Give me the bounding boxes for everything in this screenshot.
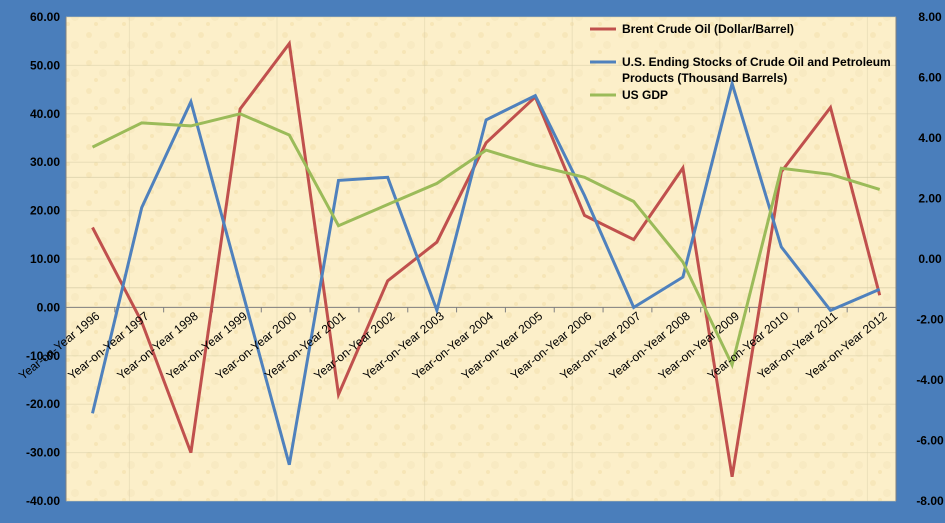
y-left-tick-label: 30.00 bbox=[30, 155, 60, 169]
legend-label-us-gdp: US GDP bbox=[622, 88, 668, 102]
y-left-tick-label: 50.00 bbox=[30, 58, 60, 72]
y-right-tick-label: 8.00 bbox=[918, 10, 942, 24]
y-left-tick-label: 20.00 bbox=[30, 204, 60, 218]
y-right-tick-label: -4.00 bbox=[916, 373, 944, 387]
y-right-tick-label: -2.00 bbox=[916, 313, 944, 327]
y-right-tick-label: 6.00 bbox=[918, 71, 942, 85]
series bbox=[91, 39, 882, 478]
series-line-us-gdp bbox=[91, 112, 881, 370]
legend-label-u-s-ending-stocks-of-crude-oil-and-petroleum-products-thousand-barrels: U.S. Ending Stocks of Crude Oil and Petr… bbox=[622, 55, 891, 69]
y-left-tick-label: -40.00 bbox=[26, 494, 60, 508]
grid bbox=[66, 16, 896, 502]
y-left-tick-label: 40.00 bbox=[30, 107, 60, 121]
y-left-tick-label: 10.00 bbox=[30, 252, 60, 266]
y-right-tick-label: 2.00 bbox=[918, 192, 942, 206]
y-right-tick-label: 0.00 bbox=[918, 252, 942, 266]
legend-label-brent-crude-oil-dollar-barrel: Brent Crude Oil (Dollar/Barrel) bbox=[622, 22, 794, 36]
axes bbox=[65, 17, 897, 501]
y-left-tick-label: -10.00 bbox=[26, 349, 60, 363]
y-right-tick-label: -6.00 bbox=[916, 434, 944, 448]
y-right-tick-label: -8.00 bbox=[916, 494, 944, 508]
series-line-u-s-ending-stocks-of-crude-oil-and-petroleum-products-thousand-barrels bbox=[91, 77, 881, 466]
y-left-tick-label: 0.00 bbox=[37, 300, 61, 314]
legend-label-u-s-ending-stocks-of-crude-oil-and-petroleum-products-thousand-barrels: Products (Thousand Barrels) bbox=[622, 71, 787, 85]
y-left-tick-label: -30.00 bbox=[26, 446, 60, 460]
legend: Brent Crude Oil (Dollar/Barrel) U.S. Endi… bbox=[590, 22, 891, 102]
y-left-tick-label: 60.00 bbox=[30, 10, 60, 24]
y-left-tick-label: -20.00 bbox=[26, 397, 60, 411]
y-right-tick-label: 4.00 bbox=[918, 131, 942, 145]
